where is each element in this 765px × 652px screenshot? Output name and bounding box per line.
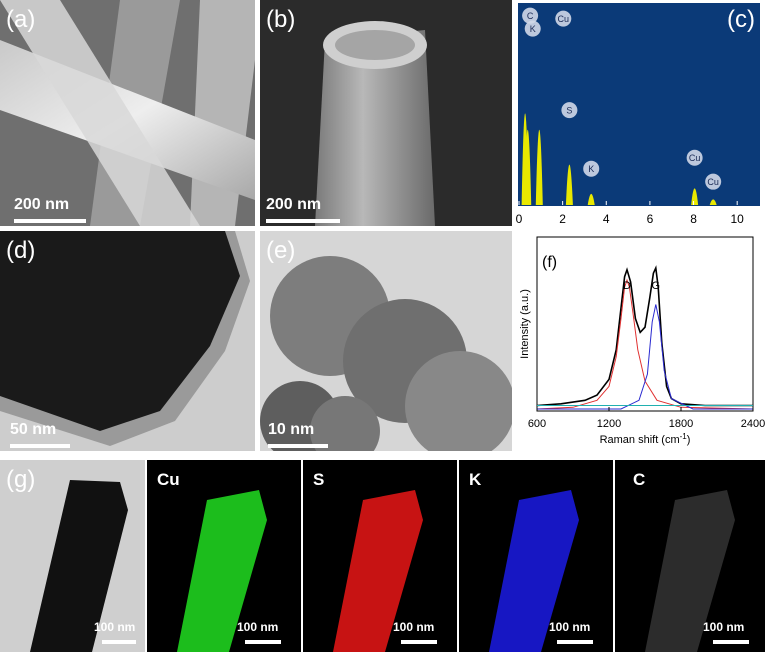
scale-label-g: 100 nm xyxy=(94,620,136,634)
eds-peak-label: Cu xyxy=(689,153,701,163)
sem-image-a xyxy=(0,0,255,226)
map-k-scale-bar xyxy=(557,640,593,644)
raman-x-tick-label: 1200 xyxy=(597,418,621,430)
eds-peak-label: Cu xyxy=(558,14,570,24)
eds-peak-label-bubble xyxy=(686,149,703,166)
panel-label-b: (b) xyxy=(266,6,296,33)
raman-series-line xyxy=(536,265,753,407)
eds-x-tick-label: 2 xyxy=(559,212,566,226)
eds-x-tick-label: 6 xyxy=(647,212,654,226)
map-cu-scale-bar xyxy=(245,640,281,644)
map-s-scale-label: 100 nm xyxy=(393,620,435,634)
map-s: S 100 nm xyxy=(303,460,457,652)
map-s-scale-bar xyxy=(401,640,437,644)
panel-label-e: (e) xyxy=(266,237,296,264)
eds-peak-label-bubble xyxy=(522,7,539,24)
panel-f-raman: D G 600 1200 1800 2400 Intensity (a.u.) Rama… xyxy=(515,231,765,456)
raman-peak-label: D xyxy=(623,280,631,292)
eds-peak-label-bubble xyxy=(705,173,722,190)
raman-x-axis-label: Raman shift (cm-1) xyxy=(600,432,691,446)
panel-d-tem: (d) 50 nm xyxy=(0,231,255,451)
panel-label-g: (g) xyxy=(6,466,36,493)
map-k-label: K xyxy=(469,470,482,489)
scale-bar-e xyxy=(268,444,328,448)
panel-a-sem: (a) 200 nm xyxy=(0,0,255,226)
scale-label-e: 10 nm xyxy=(268,421,315,438)
panel-c-eds: C K Cu S K Cu Cu 0 2 4 6 8 10 (c) xyxy=(515,0,765,230)
eds-x-tick-label: 10 xyxy=(731,212,745,226)
eds-peak-label-bubble xyxy=(561,102,578,119)
scale-label-a: 200 nm xyxy=(14,196,70,213)
scale-bar-a xyxy=(14,219,86,223)
map-k-image xyxy=(489,490,579,652)
tem-image-e xyxy=(260,231,512,451)
scale-bar-d xyxy=(10,444,70,448)
map-c-image xyxy=(645,490,735,652)
raman-x-tick-label: 600 xyxy=(528,418,546,430)
tem-image-g xyxy=(0,460,145,652)
panel-g-tem: (g) 100 nm xyxy=(0,460,145,652)
eds-peak xyxy=(535,129,543,205)
eds-peak xyxy=(524,129,532,205)
map-k-scale-label: 100 nm xyxy=(549,620,591,634)
eds-peak-label-bubble xyxy=(583,160,600,177)
raman-chart: D G 600 1200 1800 2400 Intensity (a.u.) Rama… xyxy=(519,236,765,446)
eds-peak-label: Cu xyxy=(707,177,719,187)
map-cu-image xyxy=(177,490,267,652)
map-c-label: C xyxy=(633,470,646,489)
raman-y-axis-label: Intensity (a.u.) xyxy=(519,289,531,359)
eds-x-tick-label: 4 xyxy=(603,212,610,226)
eds-peak-label: K xyxy=(588,164,594,174)
eds-plot-area xyxy=(518,3,760,206)
eds-x-tick-label: 0 xyxy=(516,212,523,226)
scale-label-d: 50 nm xyxy=(10,421,57,438)
scale-bar-g xyxy=(102,640,136,644)
raman-peak-label: G xyxy=(652,280,661,292)
eds-peak xyxy=(587,193,595,205)
map-s-label: S xyxy=(313,470,325,489)
map-s-image xyxy=(333,490,423,652)
panel-label-c: (c) xyxy=(727,6,755,33)
map-k: K 100 nm xyxy=(459,460,613,652)
panel-label-d: (d) xyxy=(6,237,36,264)
tem-image-d xyxy=(0,231,255,451)
map-c-scale-bar xyxy=(713,640,749,644)
raman-x-tick-label: 2400 xyxy=(741,418,765,430)
sem-image-b xyxy=(260,0,512,226)
eds-peak-label-bubble xyxy=(524,20,541,37)
scale-bar-b xyxy=(266,219,340,223)
raman-x-tick-label: 1800 xyxy=(669,418,693,430)
raman-series-line xyxy=(536,278,754,410)
eds-x-tick-label: 8 xyxy=(690,212,697,226)
eds-peak-label-bubble xyxy=(555,10,572,27)
panel-label-f: (f) xyxy=(542,254,558,271)
eds-peak-label: S xyxy=(566,106,572,116)
eds-peak xyxy=(709,199,717,205)
scale-label-b: 200 nm xyxy=(266,196,322,213)
panel-label-a: (a) xyxy=(6,6,36,33)
panel-e-hrtem: (e) 10 nm xyxy=(260,231,512,451)
map-c: C 100 nm xyxy=(615,460,765,652)
eds-peak-label: C xyxy=(527,11,534,21)
map-cu-label: Cu xyxy=(157,470,180,489)
raman-series-line xyxy=(537,304,753,410)
map-cu: Cu 100 nm xyxy=(147,460,301,652)
map-c-scale-label: 100 nm xyxy=(703,620,745,634)
eds-peak-label: K xyxy=(530,24,536,34)
eds-peak xyxy=(565,164,573,205)
raman-plot-frame xyxy=(536,236,754,412)
panel-b-sem: (b) 200 nm xyxy=(260,0,512,226)
eds-peak xyxy=(691,188,699,205)
map-cu-scale-label: 100 nm xyxy=(237,620,279,634)
